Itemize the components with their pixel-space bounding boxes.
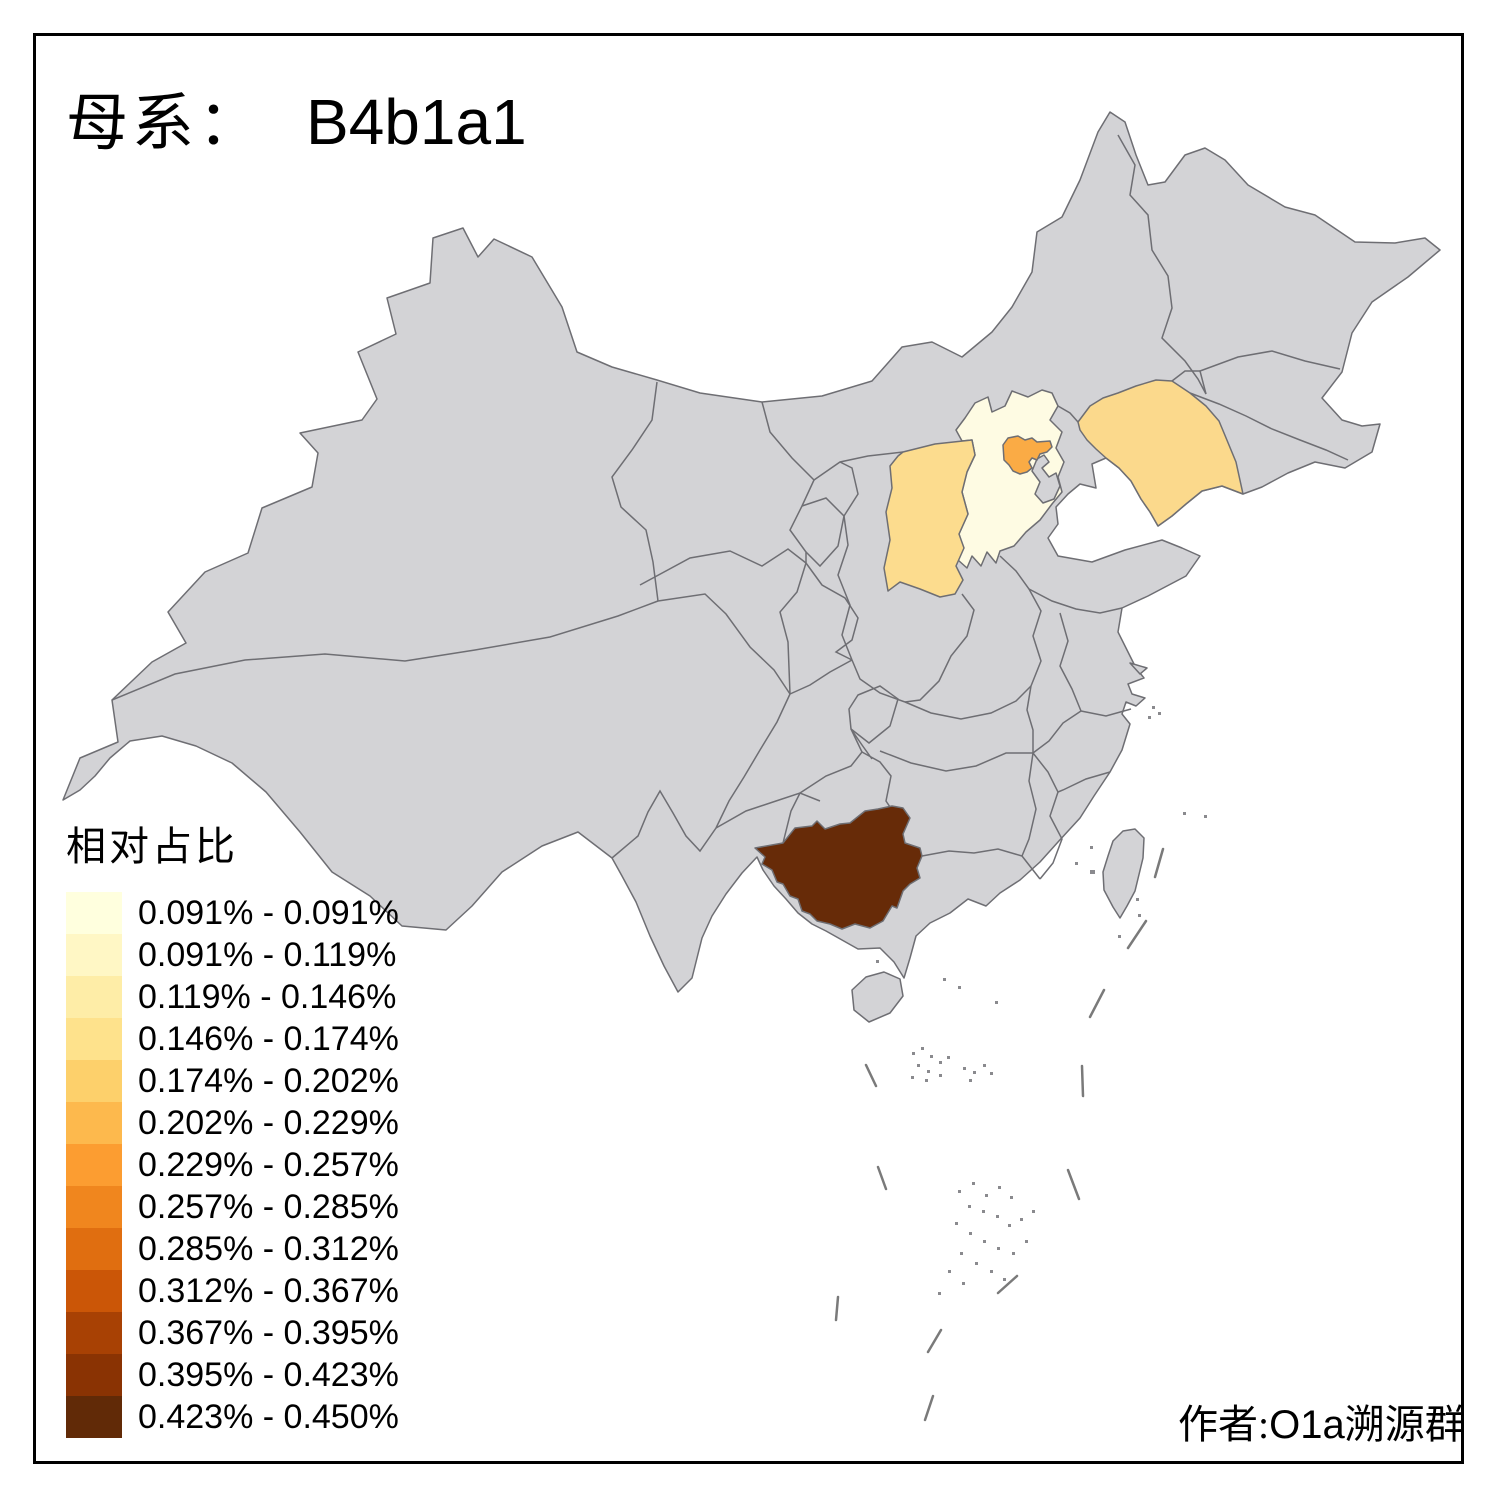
legend-range-label: 0.202% - 0.229%: [138, 1104, 399, 1142]
legend-item: 0.202% - 0.229%: [66, 1102, 399, 1144]
legend-item: 0.257% - 0.285%: [66, 1186, 399, 1228]
mainland-group: [62, 111, 1441, 1023]
legend-color-swatch: [66, 1312, 122, 1354]
province-liaoning: [1077, 379, 1244, 527]
legend-color-swatch: [66, 1144, 122, 1186]
legend-range-label: 0.229% - 0.257%: [138, 1146, 399, 1184]
legend-items: 0.091% - 0.091% 0.091% - 0.119% 0.119% - 0…: [66, 892, 399, 1438]
legend-item: 0.174% - 0.202%: [66, 1060, 399, 1102]
legend-color-swatch: [66, 1354, 122, 1396]
chongming-island: [1129, 662, 1148, 675]
title-haplogroup: B4b1a1: [306, 86, 527, 158]
legend-item: 0.423% - 0.450%: [66, 1396, 399, 1438]
legend-item: 0.229% - 0.257%: [66, 1144, 399, 1186]
legend-color-swatch: [66, 1186, 122, 1228]
author-credit: 作者:O1a溯源群: [1178, 1392, 1465, 1450]
legend-range-label: 0.146% - 0.174%: [138, 1020, 399, 1058]
credit-prefix: 作者:: [1178, 1402, 1270, 1447]
legend: 相对占比 0.091% - 0.091% 0.091% - 0.119% 0.119…: [66, 814, 399, 1438]
legend-color-swatch: [66, 1270, 122, 1312]
credit-group-cn: 溯源群: [1344, 1402, 1465, 1447]
legend-range-label: 0.367% - 0.395%: [138, 1314, 399, 1352]
legend-color-swatch: [66, 1018, 122, 1060]
legend-item: 0.091% - 0.119%: [66, 934, 399, 976]
province-borders: [111, 134, 1349, 880]
credit-group-latin: O1a: [1269, 1403, 1345, 1447]
legend-range-label: 0.312% - 0.367%: [138, 1272, 399, 1310]
province-tianjin: [1031, 454, 1061, 504]
legend-color-swatch: [66, 1060, 122, 1102]
legend-item: 0.119% - 0.146%: [66, 976, 399, 1018]
province-beijing: [1002, 435, 1053, 475]
legend-item: 0.146% - 0.174%: [66, 1018, 399, 1060]
data-provinces: [754, 379, 1244, 930]
legend-range-label: 0.119% - 0.146%: [138, 978, 397, 1016]
legend-item: 0.091% - 0.091%: [66, 892, 399, 934]
legend-color-swatch: [66, 1228, 122, 1270]
province-shanxi: [883, 439, 976, 598]
legend-item: 0.367% - 0.395%: [66, 1312, 399, 1354]
legend-title: 相对占比: [66, 824, 238, 869]
small-islands: [876, 706, 1207, 1295]
legend-color-swatch: [66, 976, 122, 1018]
nine-dash-line: [834, 847, 1165, 1422]
legend-range-label: 0.257% - 0.285%: [138, 1188, 399, 1226]
legend-color-swatch: [66, 892, 122, 934]
taiwan-island: [1102, 828, 1145, 919]
legend-item: 0.285% - 0.312%: [66, 1228, 399, 1270]
legend-range-label: 0.091% - 0.091%: [138, 894, 399, 932]
legend-range-label: 0.395% - 0.423%: [138, 1356, 399, 1394]
legend-item: 0.312% - 0.367%: [66, 1270, 399, 1312]
legend-color-swatch: [66, 1396, 122, 1438]
hainan-island: [851, 971, 904, 1023]
legend-range-label: 0.423% - 0.450%: [138, 1398, 399, 1436]
legend-color-swatch: [66, 934, 122, 976]
legend-color-swatch: [66, 1102, 122, 1144]
legend-range-label: 0.091% - 0.119%: [138, 936, 397, 974]
map-title: 母系： B4b1a1: [66, 72, 527, 162]
province-guangxi: [754, 805, 923, 930]
legend-range-label: 0.174% - 0.202%: [138, 1062, 399, 1100]
mainland-outline: [62, 111, 1441, 993]
legend-range-label: 0.285% - 0.312%: [138, 1230, 399, 1268]
title-prefix: 母系：: [66, 90, 265, 158]
legend-item: 0.395% - 0.423%: [66, 1354, 399, 1396]
